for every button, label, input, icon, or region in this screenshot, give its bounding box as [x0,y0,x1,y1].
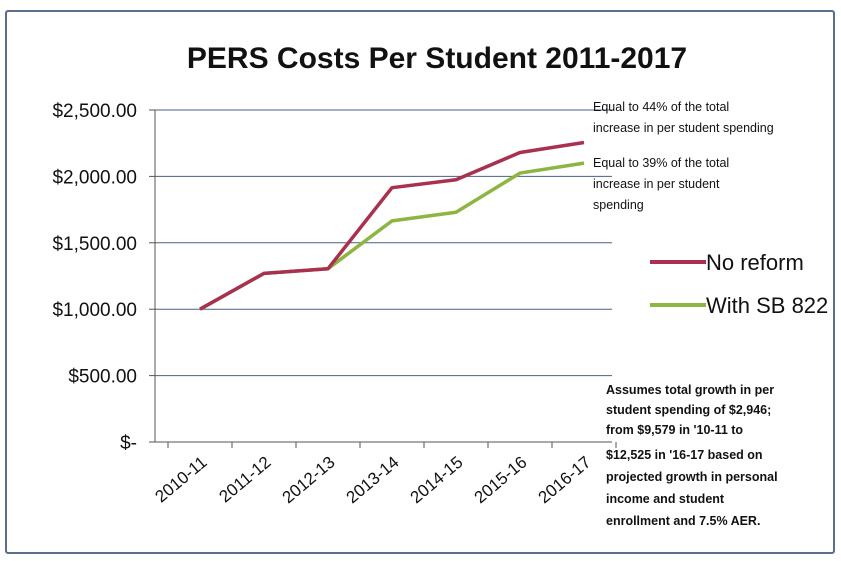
annotation-line: projected growth in personal [606,470,778,484]
x-tick-label: 2010-11 [152,453,211,507]
series-line [199,140,585,311]
y-tick-label: $- [120,433,137,454]
annotation-assumptions: Assumes total growth in per student spen… [606,383,778,528]
annotation-line: Assumes total growth in per [606,383,774,397]
annotation-line: from $9,579 in '10-11 to [606,423,743,437]
annotation-line: income and student [606,492,725,506]
annotation-line: enrollment and 7.5% AER. [606,514,760,528]
x-tick-label: 2011-12 [216,453,275,507]
y-tick-label: $2,000.00 [52,167,137,188]
grid-lines [155,109,612,377]
y-tick-label: $1,000.00 [52,300,137,321]
y-axis-tick-labels: $2,500.00 $2,000.00 $1,500.00 $1,000.00 $500… [52,101,137,454]
legend: No reform With SB 822 [650,250,828,318]
annotation-line: spending [593,198,644,212]
annotation-line: Equal to 44% of the total [593,100,729,114]
legend-label: With SB 822 [706,293,828,318]
annotation-line: $12,525 in '16-17 based on [606,448,763,462]
annotation-line: increase in per student [593,177,720,191]
chart-frame [5,10,835,554]
series-lines [199,140,585,311]
series-line [199,161,585,311]
x-tick-label: 2014-15 [407,453,467,508]
y-tick-label: $2,500.00 [52,101,137,122]
annotation-line: Equal to 39% of the total [593,156,729,170]
x-tick-label: 2013-14 [343,453,403,508]
axes [149,109,617,448]
x-tick-label: 2012-13 [279,453,339,508]
annotation-no-reform: Equal to 44% of the total increase in pe… [593,100,774,135]
x-tick-label: 2015-16 [471,453,531,508]
x-axis-tick-labels: 2010-11 2011-12 2012-13 2013-14 2014-15 2015-… [152,453,595,508]
annotation-line: increase in per student spending [593,121,774,135]
x-tick-label: 2016-17 [535,453,595,508]
legend-label: No reform [706,250,804,275]
y-tick-label: $1,500.00 [52,234,137,255]
y-tick-label: $500.00 [68,367,137,388]
chart-title: PERS Costs Per Student 2011-2017 [187,42,687,75]
annotation-sb822: Equal to 39% of the total increase in pe… [593,156,729,212]
annotation-line: student spending of $2,946; [606,403,771,417]
